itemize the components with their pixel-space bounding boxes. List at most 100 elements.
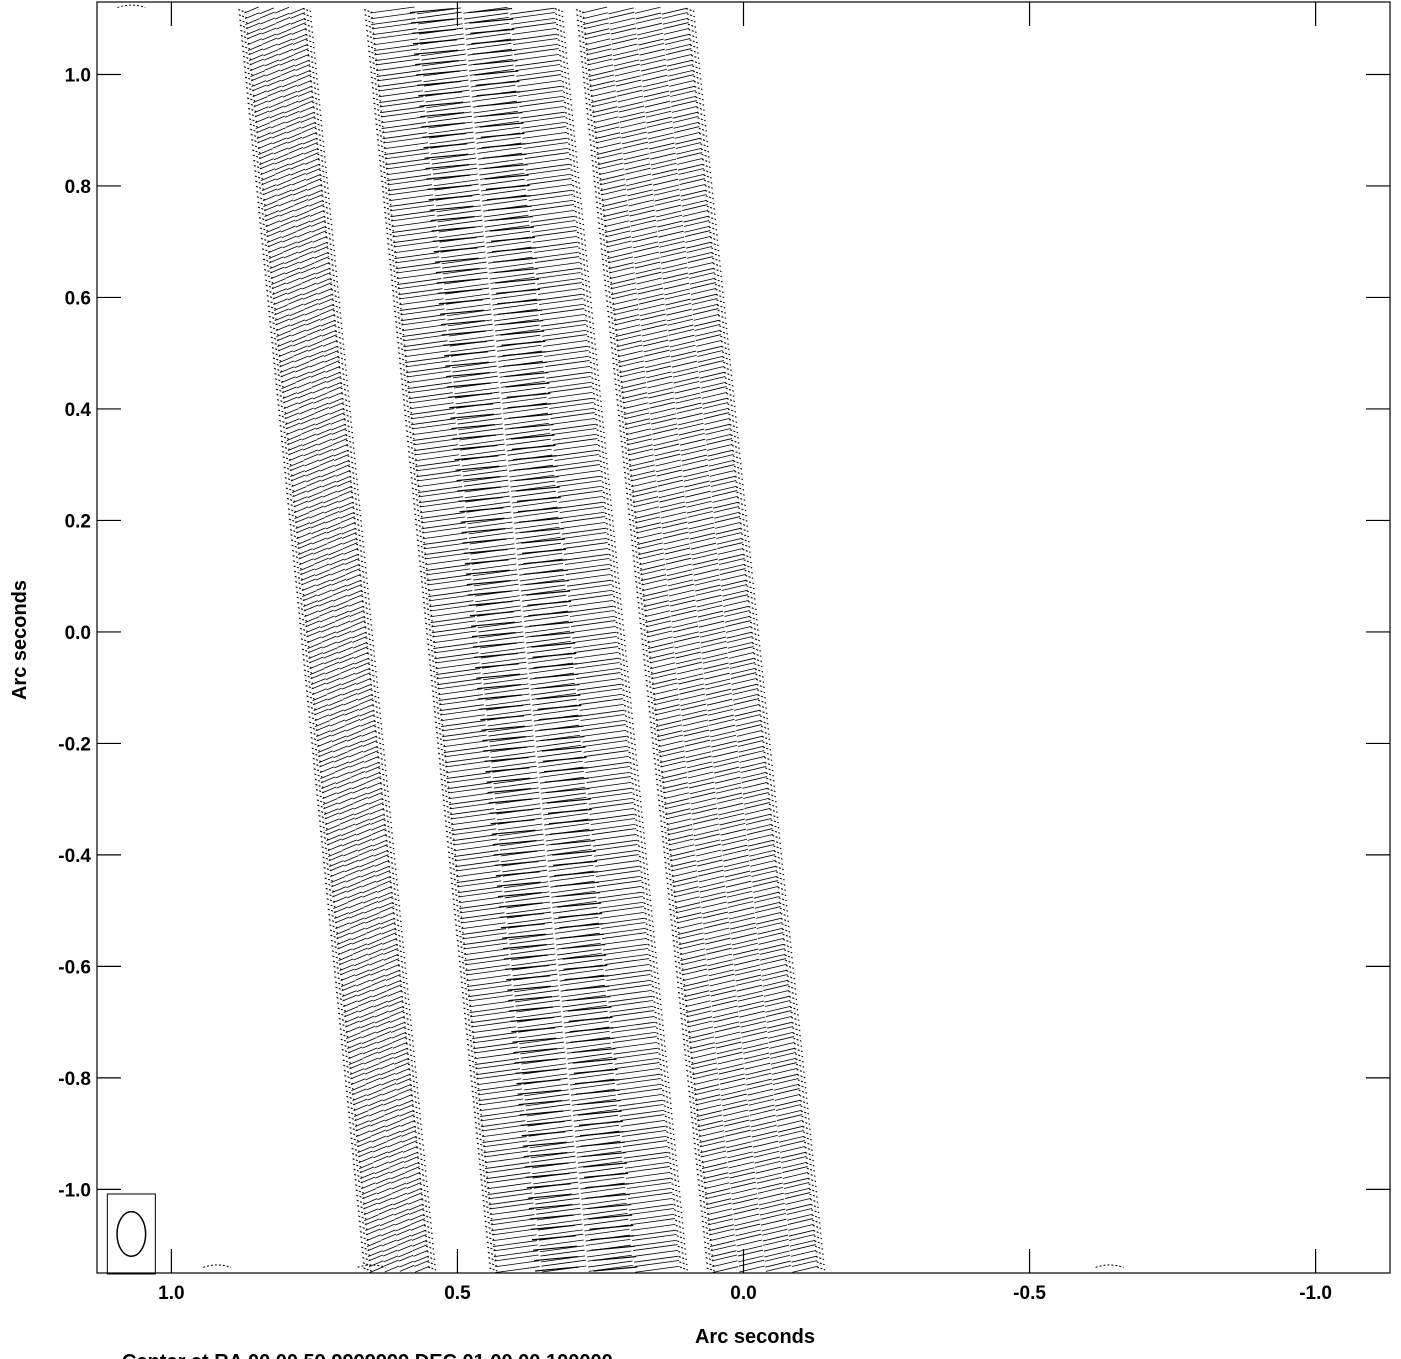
contour-line — [719, 818, 745, 826]
contour-line — [623, 1145, 668, 1153]
contour-line — [366, 1083, 382, 1091]
contour-line — [364, 1218, 380, 1226]
contour-edge — [650, 726, 659, 731]
contour-edge — [674, 1209, 683, 1214]
contour-edge — [651, 980, 660, 985]
contour-line — [693, 823, 719, 831]
contour-edge — [642, 653, 652, 658]
contour-edge — [744, 569, 753, 574]
contour-edge — [379, 159, 388, 164]
contour-line — [555, 464, 600, 471]
contour-line — [364, 1063, 380, 1071]
contour-line — [270, 121, 286, 129]
contour-line — [674, 126, 700, 133]
contour-line — [273, 153, 289, 161]
contour-edge — [405, 425, 414, 430]
contour-line — [703, 666, 730, 674]
contour-line — [399, 1265, 415, 1272]
contour-edge — [610, 569, 619, 574]
contour-line — [478, 1094, 523, 1102]
contour-edge — [406, 440, 416, 445]
contour-line — [429, 205, 474, 211]
contour-line — [703, 917, 729, 925]
contour-line — [304, 459, 320, 467]
contour-line — [468, 994, 513, 1002]
contour-line — [708, 969, 734, 977]
contour-line — [300, 272, 316, 280]
contour-line — [370, 974, 386, 982]
y-tick-label: 0.8 — [65, 177, 91, 198]
contour-line — [280, 376, 296, 384]
contour-line — [565, 563, 610, 571]
contour-line — [592, 833, 637, 841]
contour-line — [656, 214, 683, 222]
contour-edge — [630, 772, 639, 777]
contour-line — [593, 849, 639, 857]
contour-line — [513, 465, 558, 471]
contour-edge — [623, 704, 633, 709]
contour-line — [618, 360, 645, 368]
contour-edge — [668, 898, 677, 903]
contour-edge — [322, 210, 332, 215]
contour-line — [478, 625, 523, 633]
contour-edge — [655, 773, 664, 778]
contour-line — [708, 1224, 734, 1232]
contour-line — [435, 199, 481, 207]
contour-line — [364, 1067, 380, 1075]
contour-line — [332, 433, 347, 441]
contour-line — [511, 959, 556, 967]
contour-edge — [706, 1267, 715, 1272]
contour-line — [750, 1114, 776, 1122]
contour-edge — [571, 179, 580, 184]
contour-edge — [555, 18, 564, 23]
contour-line — [618, 1099, 664, 1107]
contour-line — [473, 106, 518, 114]
contour-line — [489, 739, 535, 747]
contour-edge — [402, 399, 412, 404]
contour-edge — [423, 1224, 433, 1229]
contour-line — [412, 428, 457, 436]
contour-edge — [624, 715, 634, 720]
contour-line — [597, 891, 643, 899]
contour-edge — [360, 1236, 369, 1241]
contour-line — [383, 948, 398, 955]
contour-line — [692, 303, 718, 311]
contour-line — [297, 85, 313, 93]
contour-line — [734, 709, 761, 717]
contour-edge — [267, 305, 277, 310]
contour-edge — [370, 76, 380, 81]
contour-edge — [334, 976, 343, 981]
contour-line — [310, 517, 325, 525]
contour-line — [510, 12, 555, 19]
contour-line — [384, 152, 430, 160]
contour-edge — [379, 777, 388, 782]
contour-edge — [787, 980, 796, 985]
contour-line — [403, 1151, 419, 1159]
contour-line — [505, 428, 550, 436]
contour-line — [583, 750, 629, 757]
contour-line — [500, 330, 545, 336]
contour-line — [283, 95, 299, 102]
contour-edge — [704, 1251, 714, 1256]
contour-edge — [348, 1116, 357, 1121]
contour-edge — [764, 762, 773, 767]
contour-line — [350, 620, 366, 627]
contour-line — [428, 127, 474, 135]
contour-edge — [248, 113, 257, 118]
contour-line — [660, 760, 686, 768]
contour-line — [785, 1197, 811, 1205]
contour-edge — [584, 304, 593, 309]
contour-line — [377, 1046, 393, 1054]
contour-line — [318, 293, 333, 301]
contour-line — [687, 251, 713, 259]
contour-edge — [585, 107, 595, 112]
contour-line — [364, 912, 380, 920]
contour-line — [319, 609, 335, 617]
contour-line — [591, 1245, 636, 1251]
contour-line — [592, 110, 619, 118]
contour-edge — [377, 149, 387, 154]
contour-line — [666, 314, 693, 322]
contour-edge — [589, 361, 599, 366]
contour-line — [783, 1177, 809, 1185]
contour-line — [486, 1172, 531, 1180]
